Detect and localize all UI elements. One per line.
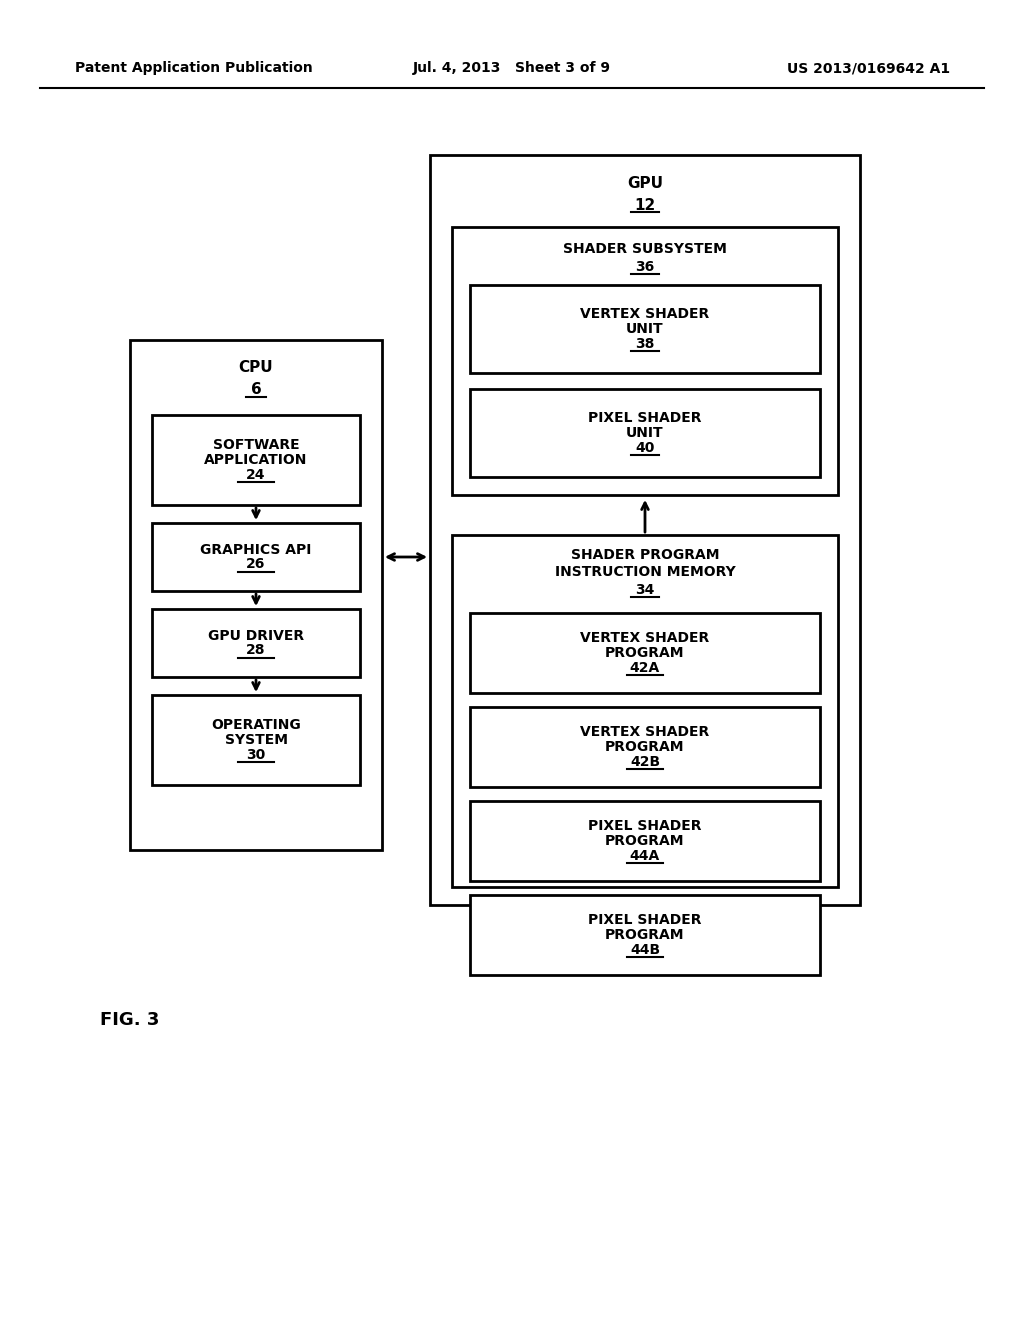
Text: 42A: 42A (630, 661, 660, 675)
Text: VERTEX SHADER: VERTEX SHADER (581, 308, 710, 321)
Text: 40: 40 (635, 441, 654, 455)
Bar (152, 609, 360, 677)
Text: PIXEL SHADER: PIXEL SHADER (588, 411, 701, 425)
Text: SOFTWARE: SOFTWARE (213, 438, 299, 451)
Bar (130, 341, 382, 850)
Bar (152, 414, 360, 506)
Text: PIXEL SHADER: PIXEL SHADER (588, 818, 701, 833)
Text: UNIT: UNIT (627, 322, 664, 337)
Bar (152, 696, 360, 785)
Text: 38: 38 (635, 337, 654, 351)
Text: GPU: GPU (627, 176, 663, 190)
Text: SYSTEM: SYSTEM (224, 733, 288, 747)
Bar (452, 227, 838, 495)
Text: Jul. 4, 2013   Sheet 3 of 9: Jul. 4, 2013 Sheet 3 of 9 (413, 61, 611, 75)
Text: APPLICATION: APPLICATION (205, 453, 307, 467)
Text: 6: 6 (251, 383, 261, 397)
Text: 36: 36 (635, 260, 654, 275)
Text: PROGRAM: PROGRAM (605, 645, 685, 660)
Text: 30: 30 (247, 748, 265, 762)
Text: 34: 34 (635, 583, 654, 597)
Text: US 2013/0169642 A1: US 2013/0169642 A1 (786, 61, 950, 75)
Text: 44A: 44A (630, 849, 660, 863)
Text: 42B: 42B (630, 755, 660, 770)
Text: 12: 12 (635, 198, 655, 213)
Bar (470, 708, 820, 787)
Bar (430, 154, 860, 906)
Text: FIG. 3: FIG. 3 (100, 1011, 160, 1030)
Bar (470, 895, 820, 975)
Text: VERTEX SHADER: VERTEX SHADER (581, 631, 710, 645)
Bar (452, 535, 838, 887)
Bar (470, 285, 820, 374)
Bar (470, 389, 820, 477)
Text: SHADER SUBSYSTEM: SHADER SUBSYSTEM (563, 242, 727, 256)
Text: INSTRUCTION MEMORY: INSTRUCTION MEMORY (555, 565, 735, 579)
Bar (152, 523, 360, 591)
Bar (470, 801, 820, 880)
Text: CPU: CPU (239, 360, 273, 375)
Text: Patent Application Publication: Patent Application Publication (75, 61, 312, 75)
Text: PROGRAM: PROGRAM (605, 834, 685, 847)
Text: OPERATING: OPERATING (211, 718, 301, 733)
Text: 24: 24 (246, 469, 266, 482)
Text: PROGRAM: PROGRAM (605, 928, 685, 942)
Text: GPU DRIVER: GPU DRIVER (208, 628, 304, 643)
Text: 28: 28 (246, 644, 266, 657)
Bar (470, 612, 820, 693)
Text: PIXEL SHADER: PIXEL SHADER (588, 913, 701, 927)
Text: UNIT: UNIT (627, 426, 664, 440)
Text: SHADER PROGRAM: SHADER PROGRAM (570, 548, 719, 562)
Text: GRAPHICS API: GRAPHICS API (201, 543, 311, 557)
Text: 26: 26 (247, 557, 265, 572)
Text: 44B: 44B (630, 942, 660, 957)
Text: VERTEX SHADER: VERTEX SHADER (581, 725, 710, 739)
Text: PROGRAM: PROGRAM (605, 741, 685, 754)
